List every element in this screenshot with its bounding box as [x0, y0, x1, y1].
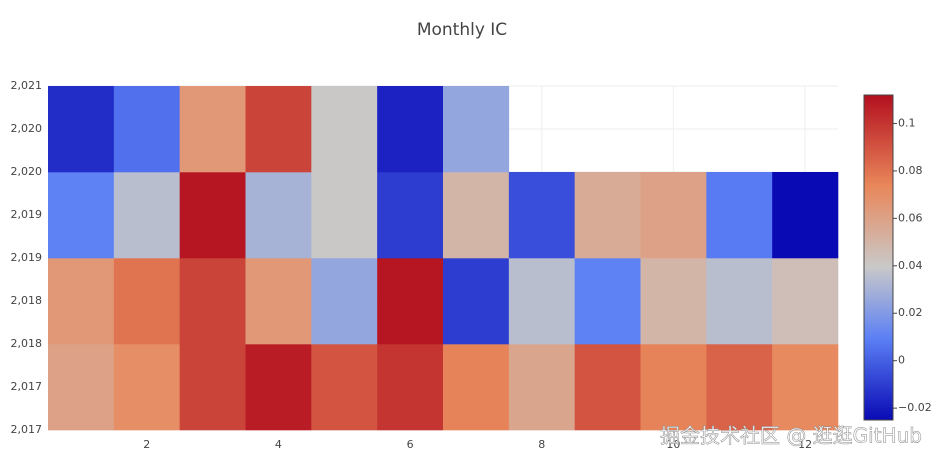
heatmap-cell: [311, 344, 378, 431]
heatmap-cell: [311, 172, 378, 259]
x-tick-label: 2: [143, 438, 150, 451]
colorbar: [863, 94, 894, 421]
heatmap-cell: [48, 172, 115, 259]
y-tick-label: 2,020: [11, 122, 43, 135]
chart-title: Monthly IC: [417, 20, 507, 40]
heatmap-cell: [772, 172, 839, 259]
heatmap-cell: [706, 344, 773, 431]
heatmap-cell: [574, 258, 641, 345]
heatmap-cell: [377, 86, 444, 173]
heatmap-cell: [377, 344, 444, 431]
colorbar-tick-label: 0.08: [898, 164, 923, 177]
x-tick-label: 6: [407, 438, 414, 451]
y-tick-label: 2,018: [11, 294, 43, 307]
heatmap-cell: [640, 258, 707, 345]
heatmap-cell: [113, 86, 180, 173]
heatmap-cell: [772, 344, 839, 431]
heatmap-cell: [772, 258, 839, 345]
y-tick-label: 2,018: [11, 337, 43, 350]
heatmap-cell: [179, 258, 246, 345]
heatmap-cell: [179, 86, 246, 173]
x-tick-label: 4: [275, 438, 282, 451]
x-tick-label: 8: [538, 438, 545, 451]
heatmap-cell: [311, 86, 378, 173]
heatmap-cell: [113, 172, 180, 259]
heatmap-cell: [245, 344, 312, 431]
heatmap-cell: [443, 344, 510, 431]
heatmap-cell: [179, 344, 246, 431]
colorbar-tick-label: 0.1: [898, 116, 916, 129]
heatmap-cell: [574, 344, 641, 431]
heatmap-cell: [443, 86, 510, 173]
y-tick-label: 2,019: [11, 251, 43, 264]
heatmap-cell: [113, 258, 180, 345]
watermark: 掘金技术社区 @ 逛逛GitHub: [660, 424, 922, 448]
heatmap-cell: [179, 172, 246, 259]
heatmap-cell: [508, 344, 575, 431]
heatmap-cell: [443, 172, 510, 259]
y-tick-label: 2,017: [11, 380, 43, 393]
y-tick-label: 2,020: [11, 165, 43, 178]
colorbar-tick-label: 0.04: [898, 259, 923, 272]
heatmap-cell: [508, 258, 575, 345]
heatmap-cell: [245, 258, 312, 345]
heatmap-cell: [574, 172, 641, 259]
x-tick-label: 12: [798, 438, 812, 451]
heatmap-cell: [706, 258, 773, 345]
heatmap-cell: [706, 172, 773, 259]
y-tick-label: 2,017: [11, 423, 43, 436]
x-tick-label: 10: [666, 438, 680, 451]
heatmap-cell: [48, 344, 115, 431]
heatmap-cell: [245, 172, 312, 259]
heatmap-cell: [48, 86, 115, 173]
heatmap-cell: [640, 344, 707, 431]
heatmap-cell: [377, 172, 444, 259]
heatmap-cell: [311, 258, 378, 345]
colorbar-tick-label: 0.06: [898, 211, 923, 224]
colorbar-tick-label: −0.02: [898, 401, 932, 414]
heatmap-cell: [113, 344, 180, 431]
heatmap-cell: [443, 258, 510, 345]
heatmap-cell: [48, 258, 115, 345]
heatmap-cell: [245, 86, 312, 173]
colorbar-tick-label: 0.02: [898, 306, 923, 319]
heatmap-cell: [508, 172, 575, 259]
colorbar-tick-label: 0: [898, 354, 905, 367]
heatmap-cell: [640, 172, 707, 259]
heatmap-cell: [377, 258, 444, 345]
y-tick-label: 2,019: [11, 208, 43, 221]
y-tick-label: 2,021: [11, 79, 43, 92]
